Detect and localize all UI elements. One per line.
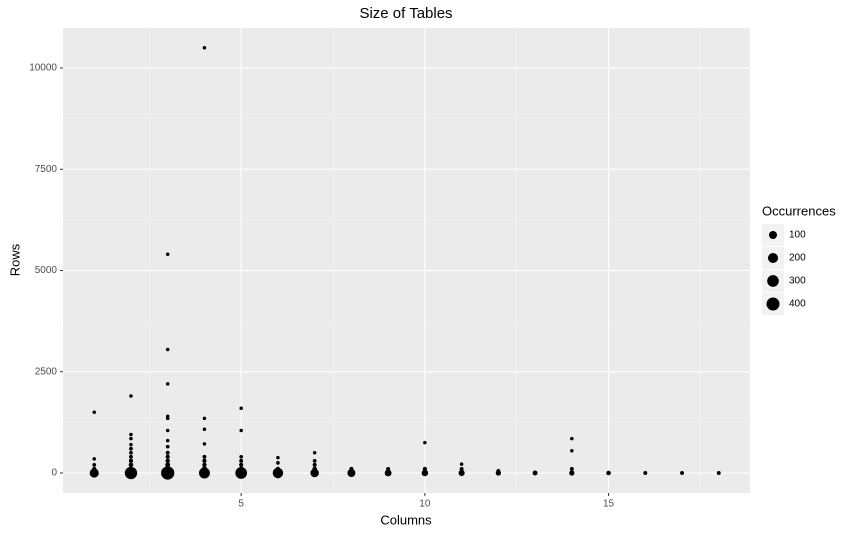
- point: [458, 469, 465, 477]
- point: [165, 458, 170, 464]
- legend-label: 300: [789, 276, 806, 287]
- point: [92, 457, 96, 461]
- point: [276, 461, 280, 465]
- point: [570, 436, 574, 441]
- point: [129, 450, 133, 455]
- point: [495, 470, 501, 476]
- point: [569, 470, 575, 476]
- point: [165, 450, 170, 455]
- point: [165, 428, 170, 433]
- y-tick-label: 7500: [35, 164, 58, 175]
- point: [202, 46, 207, 50]
- point: [570, 448, 574, 453]
- point: [198, 467, 210, 479]
- point: [128, 458, 134, 463]
- point: [202, 427, 207, 432]
- y-tick-label: 10000: [29, 63, 57, 74]
- point: [716, 471, 721, 475]
- y-tick-label: 0: [51, 468, 57, 479]
- point: [202, 458, 207, 463]
- point: [680, 471, 684, 475]
- y-axis-title: Rows: [7, 243, 22, 276]
- legend-symbol: [769, 231, 777, 239]
- point: [165, 444, 170, 449]
- point: [128, 462, 134, 468]
- point: [310, 468, 319, 478]
- point: [459, 462, 464, 466]
- point: [129, 436, 133, 441]
- grid: [63, 28, 750, 493]
- point: [202, 416, 207, 421]
- x-tick-label: 15: [603, 499, 615, 510]
- point: [129, 446, 133, 451]
- legend-symbol: [767, 252, 779, 264]
- point: [312, 458, 317, 463]
- legend-label: 100: [789, 230, 806, 241]
- point: [89, 468, 99, 478]
- point: [459, 466, 464, 471]
- point: [643, 471, 648, 475]
- point: [165, 462, 171, 468]
- point: [312, 450, 317, 455]
- chart-title: Size of Tables: [359, 5, 452, 22]
- x-axis-title: Columns: [380, 512, 432, 527]
- point: [202, 454, 207, 459]
- point: [202, 442, 207, 446]
- point: [124, 466, 138, 480]
- point: [165, 347, 170, 352]
- point: [165, 382, 170, 386]
- legend-symbol: [767, 275, 779, 287]
- points: [89, 46, 721, 480]
- point: [129, 432, 133, 437]
- point: [239, 406, 243, 410]
- point: [165, 252, 170, 257]
- point: [202, 462, 207, 468]
- point: [239, 428, 243, 433]
- point: [161, 466, 175, 480]
- point: [92, 463, 97, 467]
- legend-label: 400: [789, 299, 806, 310]
- y-tick-label: 2500: [35, 366, 58, 377]
- point: [129, 394, 133, 398]
- point: [532, 470, 538, 476]
- point: [165, 416, 170, 421]
- x-tick-label: 5: [238, 499, 244, 510]
- legend-symbol: [766, 297, 780, 311]
- legend-label: 200: [789, 253, 806, 264]
- legend: Occurrences 100 200 300 400: [762, 203, 836, 315]
- point: [276, 455, 280, 460]
- point: [165, 454, 170, 459]
- point: [239, 458, 244, 463]
- point: [239, 454, 244, 459]
- x-tick-label: 10: [419, 499, 431, 510]
- panel: [63, 28, 750, 493]
- legend-title: Occurrences: [762, 203, 836, 218]
- point: [312, 462, 317, 467]
- point: [235, 467, 248, 479]
- point: [92, 410, 96, 414]
- point: [384, 469, 392, 477]
- point: [129, 454, 133, 459]
- y-tick-label: 5000: [35, 265, 58, 276]
- point: [569, 467, 574, 471]
- point: [165, 438, 170, 443]
- point: [347, 468, 356, 477]
- point: [239, 462, 244, 468]
- point: [606, 470, 611, 476]
- point: [423, 440, 427, 445]
- point: [129, 442, 133, 447]
- point: [421, 469, 429, 477]
- point: [272, 467, 284, 479]
